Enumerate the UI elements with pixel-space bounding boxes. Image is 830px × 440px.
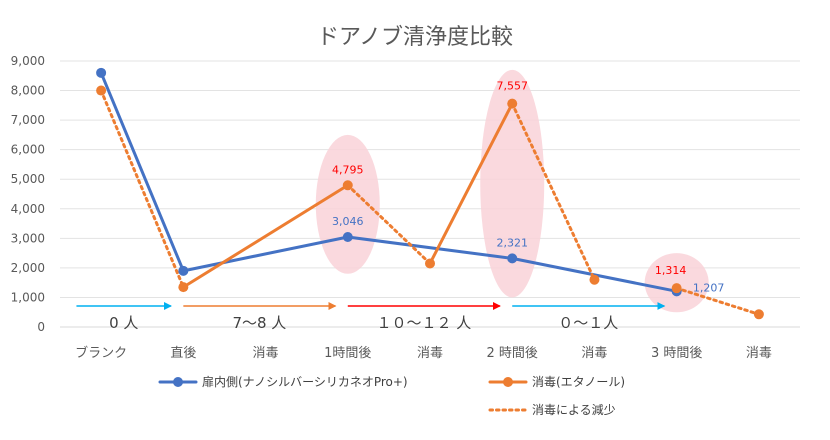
x-tick-label: 消毒 bbox=[581, 346, 607, 361]
y-tick-label: 0 bbox=[37, 320, 45, 334]
data-label: 1,207 bbox=[693, 281, 725, 294]
y-tick-label: 7,000 bbox=[11, 113, 45, 127]
series-line bbox=[99, 72, 677, 293]
dotted-reduction-segment bbox=[99, 89, 185, 289]
legend: 扉内側(ナノシルバーシリカネオPro+) 消毒(エタノール) 消毒による減少 bbox=[158, 375, 625, 417]
y-tick-label: 3,000 bbox=[11, 231, 45, 245]
data-point bbox=[96, 85, 107, 96]
series-segment bbox=[428, 102, 514, 265]
data-label: 2,321 bbox=[496, 236, 528, 249]
data-point bbox=[507, 253, 518, 264]
dotted-reduction-segment bbox=[675, 286, 761, 316]
data-label: 1,314 bbox=[655, 264, 687, 277]
series-segment bbox=[181, 183, 350, 289]
period-label: 0 人 bbox=[109, 314, 138, 332]
data-label: 3,046 bbox=[332, 215, 364, 228]
period-label: １０～１２ 人 bbox=[376, 314, 471, 332]
data-point bbox=[671, 283, 682, 294]
chart-title: ドアノブ清浄度比較 bbox=[317, 25, 513, 50]
y-tick-label: 8,000 bbox=[11, 84, 45, 98]
y-tick-label: 1,000 bbox=[11, 290, 45, 304]
data-point bbox=[178, 282, 189, 293]
data-labels: 4,795 3,046 7,557 2,321 1,314 1,207 bbox=[332, 80, 724, 295]
data-label: 7,557 bbox=[496, 80, 528, 93]
data-point bbox=[589, 274, 600, 285]
x-tick-label: 消毒 bbox=[417, 346, 443, 361]
x-tick-label: 消毒 bbox=[746, 346, 772, 361]
x-tick-label: 直後 bbox=[170, 346, 196, 361]
y-axis-ticks: 0 1,000 2,000 3,000 4,000 5,000 6,000 7,000 8,00… bbox=[11, 54, 45, 334]
data-point bbox=[178, 265, 189, 276]
data-point bbox=[342, 231, 353, 242]
x-axis-ticks: ブランク 直後 消毒 1時間後 消毒 2 時間後 消毒 3 時間後 消毒 bbox=[75, 345, 772, 361]
legend-marker bbox=[503, 377, 513, 387]
x-tick-label: 1時間後 bbox=[324, 346, 371, 361]
data-label: 4,795 bbox=[332, 163, 364, 176]
x-tick-label: 3 時間後 bbox=[651, 346, 702, 361]
legend-label: 消毒による減少 bbox=[532, 402, 616, 417]
data-point bbox=[507, 98, 518, 109]
series-markers bbox=[96, 67, 764, 320]
data-point bbox=[753, 309, 764, 320]
legend-label: 扉内側(ナノシルバーシリカネオPro+) bbox=[202, 375, 408, 389]
y-tick-label: 4,000 bbox=[11, 202, 45, 216]
x-tick-label: 2 時間後 bbox=[487, 346, 538, 361]
dotted-reduction-segment bbox=[346, 183, 432, 265]
x-tick-label: ブランク bbox=[75, 345, 127, 361]
highlight-oval bbox=[315, 134, 380, 274]
period-arrows: 0 人 7～8 人 １０～１２ 人 ０～１人 bbox=[76, 302, 666, 332]
y-tick-label: 9,000 bbox=[11, 54, 45, 68]
legend-label: 消毒(エタノール) bbox=[532, 375, 625, 389]
data-point bbox=[425, 258, 435, 269]
data-point bbox=[96, 67, 107, 78]
y-tick-label: 6,000 bbox=[11, 143, 45, 157]
dotted-reduction-segment bbox=[510, 102, 596, 282]
y-tick-label: 2,000 bbox=[11, 261, 45, 275]
x-tick-label: 消毒 bbox=[253, 346, 279, 361]
period-label: ０～１人 bbox=[558, 314, 618, 332]
period-label: 7～8 人 bbox=[232, 314, 286, 332]
legend-marker bbox=[173, 377, 183, 387]
highlight-oval bbox=[644, 253, 709, 313]
data-point bbox=[342, 180, 353, 191]
y-tick-label: 5,000 bbox=[11, 172, 45, 186]
highlight-oval bbox=[480, 69, 545, 298]
